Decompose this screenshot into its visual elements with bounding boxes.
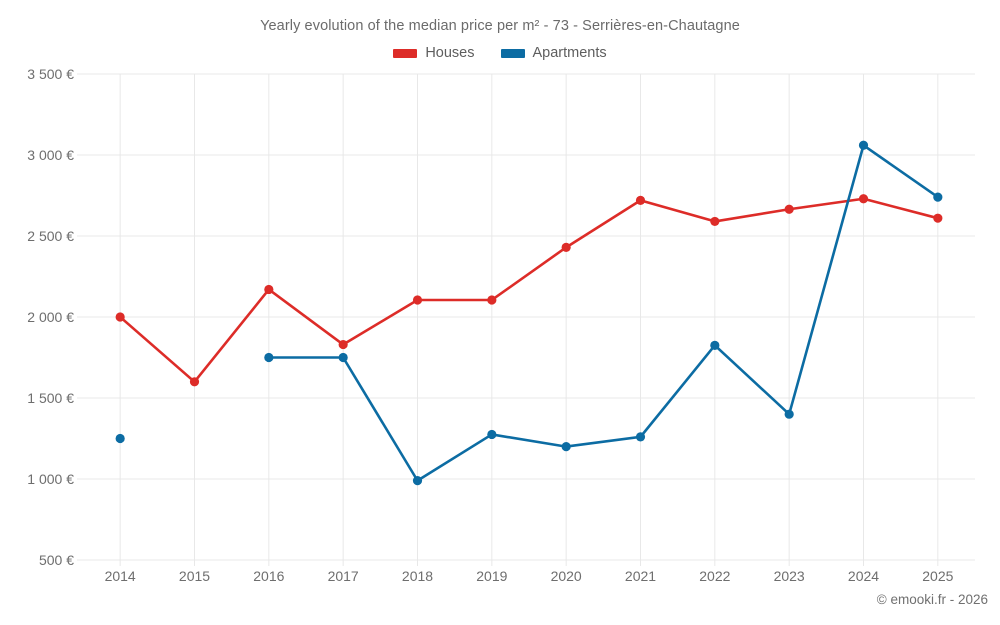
x-axis-tick-label: 2023 (773, 568, 805, 584)
data-point-marker[interactable] (189, 377, 200, 387)
data-point-marker[interactable] (115, 433, 125, 444)
data-point-marker[interactable] (412, 476, 423, 486)
data-point-marker[interactable] (784, 409, 794, 419)
data-point-marker[interactable] (635, 432, 646, 442)
y-axis-tick-label: 2 000 € (27, 309, 74, 325)
legend-item-apartments[interactable]: Apartments (500, 45, 607, 61)
copyright-credit: © emooki.fr - 2026 (876, 592, 988, 607)
data-point-marker[interactable] (115, 312, 125, 322)
legend-label-houses: Houses (425, 45, 475, 61)
x-axis-tick-label: 2019 (476, 568, 508, 584)
x-axis-tick-label: 2024 (847, 568, 880, 584)
data-point-marker[interactable] (264, 352, 274, 363)
y-axis-tick-label: 3 000 € (27, 147, 74, 163)
legend-item-houses[interactable]: Houses (393, 45, 475, 61)
x-axis-tick-label: 2014 (104, 568, 136, 584)
chart-title: Yearly evolution of the median price per… (260, 18, 740, 34)
y-axis-tick-label: 500 € (38, 552, 74, 568)
x-axis-tick-label: 2018 (401, 568, 434, 584)
data-point-marker[interactable] (561, 442, 571, 452)
x-axis-tick-label: 2016 (253, 568, 285, 584)
data-point-marker[interactable] (487, 295, 497, 305)
line-swatch-icon (500, 48, 525, 58)
data-point-marker[interactable] (338, 339, 348, 350)
data-point-marker[interactable] (784, 204, 794, 214)
x-axis-tick-label: 2020 (550, 568, 582, 584)
data-point-marker[interactable] (933, 213, 943, 223)
x-axis-tick-label: 2022 (699, 568, 731, 584)
data-point-marker[interactable] (635, 195, 646, 205)
x-axis-tick-label: 2021 (624, 568, 657, 584)
line-swatch-icon (393, 48, 418, 58)
data-point-marker[interactable] (710, 340, 720, 350)
y-axis-tick-label: 1 000 € (27, 471, 74, 487)
data-point-marker[interactable] (338, 352, 348, 363)
data-point-marker[interactable] (858, 194, 869, 204)
y-axis-tick-label: 2 500 € (27, 228, 74, 244)
chart-legend: Houses Apartments (0, 45, 1000, 61)
data-point-marker[interactable] (858, 140, 869, 150)
data-point-marker[interactable] (710, 216, 720, 227)
series-line-houses (118, 197, 940, 384)
x-axis-tick-label: 2017 (327, 568, 359, 584)
data-point-marker[interactable] (487, 429, 497, 440)
data-point-marker[interactable] (412, 295, 423, 305)
data-point-marker[interactable] (933, 192, 943, 202)
x-axis-tick-label: 2015 (178, 568, 211, 584)
legend-label-apartments: Apartments (532, 45, 607, 61)
data-point-marker[interactable] (561, 242, 571, 252)
x-axis-tick-label: 2025 (922, 568, 954, 584)
y-axis-tick-label: 3 500 € (27, 66, 74, 82)
y-axis-tick-label: 1 500 € (27, 390, 74, 406)
data-point-marker[interactable] (264, 284, 274, 295)
series-line-apartments (267, 143, 940, 482)
